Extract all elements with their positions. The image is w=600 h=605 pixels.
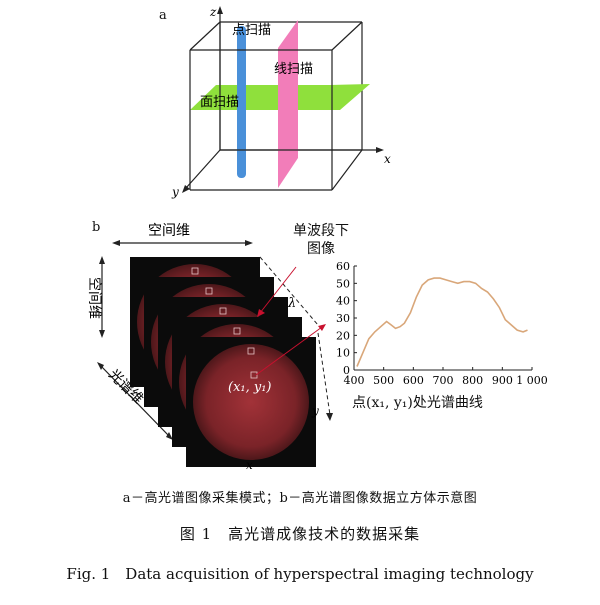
chart-lines bbox=[356, 277, 528, 367]
line-scan-plane bbox=[278, 20, 298, 188]
spectrum-chart: 0 10 20 30 40 50 60 400 500 600 700 800 900 1 000 bbox=[336, 260, 548, 387]
x-tick-label: 500 bbox=[373, 374, 394, 387]
x-tick-label: 800 bbox=[462, 374, 483, 387]
panel-b-label: b bbox=[92, 220, 101, 235]
x-tick-label: 400 bbox=[344, 374, 365, 387]
band-image bbox=[186, 337, 316, 467]
lambda-label: λ bbox=[287, 296, 296, 311]
x-tick-label: 600 bbox=[403, 374, 424, 387]
figure-caption-cn: 图 1 高光谱成像技术的数据采集 bbox=[179, 525, 421, 543]
spatial-dim-left-label: 空间维 bbox=[86, 277, 102, 319]
spatial-dim-top-label: 空间维 bbox=[148, 223, 190, 239]
scan-modes-diagram: z x y 点扫描 线扫描 面扫描 bbox=[171, 5, 391, 199]
single-band-image-label: 单波段下 图像 bbox=[293, 223, 349, 257]
y-tick-label: 60 bbox=[336, 260, 350, 273]
subfigure-caption: a－高光谱图像采集模式；b－高光谱图像数据立方体示意图 bbox=[122, 491, 478, 506]
y-tick-label: 30 bbox=[336, 312, 350, 325]
axis-z-label: z bbox=[209, 5, 217, 19]
panel-a-label: a bbox=[159, 8, 167, 23]
cube-x-label: x bbox=[246, 458, 253, 472]
y-tick-label: 0 bbox=[343, 364, 350, 377]
y-tick-label: 40 bbox=[336, 295, 350, 308]
axis-y-label: y bbox=[171, 185, 179, 199]
axis-x-label: x bbox=[384, 152, 391, 166]
x-tick-label: 700 bbox=[433, 374, 454, 387]
x-tick-label: 1 000 bbox=[516, 374, 548, 387]
y-tick-label: 50 bbox=[336, 277, 350, 290]
data-cube-diagram: 空间维 空间维 光谱维 λ x y (x₁, y₁) bbox=[86, 223, 333, 472]
spectrum-curve-caption: 点(x₁, y₁)处光谱曲线 bbox=[352, 395, 483, 411]
area-scan-label: 面扫描 bbox=[200, 95, 239, 110]
chart-ticks: 0 10 20 30 40 50 60 400 500 600 700 800 900 1 000 bbox=[336, 260, 548, 387]
spectrum-series-line bbox=[356, 277, 528, 367]
point-coordinate-label: (x₁, y₁) bbox=[228, 380, 272, 395]
cube-y-label: y bbox=[311, 404, 319, 418]
y-tick-label: 20 bbox=[336, 329, 350, 342]
point-scan-label: 点扫描 bbox=[232, 23, 271, 38]
point-scan-rod bbox=[237, 26, 246, 178]
y-tick-label: 10 bbox=[336, 347, 350, 360]
line-scan-label: 线扫描 bbox=[274, 62, 313, 77]
x-tick-label: 900 bbox=[492, 374, 513, 387]
image-stack bbox=[130, 257, 316, 467]
figure-caption-en: Fig. 1 Data acquisition of hyperspectral… bbox=[66, 565, 534, 583]
